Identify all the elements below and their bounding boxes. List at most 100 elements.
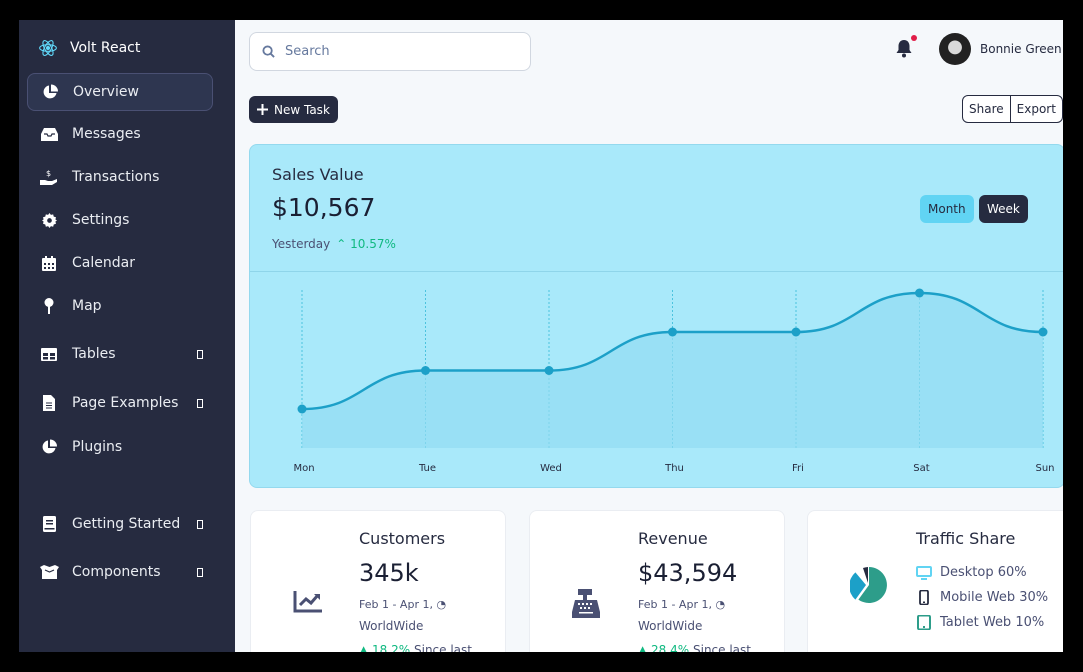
sidebar-item-tables[interactable]: Tables (27, 335, 213, 373)
sidebar-item-label: Page Examples (72, 395, 179, 411)
sidebar-item-plugins[interactable]: Plugins (27, 428, 213, 466)
card-title: Revenue (638, 529, 708, 548)
card-location: WorldWide (638, 619, 703, 633)
traffic-tablet: Tablet Web 10% (916, 615, 1044, 630)
brand[interactable]: Volt React (38, 38, 140, 58)
pie-chart-icon (39, 84, 61, 100)
calendar-icon (38, 255, 60, 271)
plus-icon (257, 104, 268, 115)
new-task-button[interactable]: New Task (249, 96, 338, 123)
brand-name: Volt React (70, 40, 141, 56)
sales-line-chart: Mon Tue Wed Thu Fri Sat Sun (293, 288, 1055, 474)
month-toggle[interactable]: Month (920, 195, 974, 223)
svg-text:Tue: Tue (418, 463, 436, 474)
avatar[interactable] (939, 33, 971, 65)
sidebar-item-getting-started[interactable]: Getting Started (27, 505, 213, 543)
chart-line-icon (293, 591, 322, 613)
desktop-icon (916, 565, 932, 580)
svg-text:Sun: Sun (1035, 463, 1054, 474)
share-export-group: Share Export (962, 95, 1063, 123)
react-logo-icon (39, 40, 57, 56)
app-window: Volt React Overview Messages $ Transacti… (19, 20, 1063, 652)
sidebar-item-label: Tables (72, 346, 116, 362)
hand-dollar-icon: $ (38, 169, 60, 185)
export-button[interactable]: Export (1009, 96, 1062, 122)
svg-text:Thu: Thu (664, 463, 684, 474)
sidebar-item-label: Plugins (72, 439, 123, 455)
divider (250, 271, 1063, 272)
svg-text:Mon: Mon (293, 463, 314, 474)
file-icon (38, 395, 60, 411)
sidebar-item-messages[interactable]: Messages (27, 115, 213, 153)
sidebar-item-transactions[interactable]: $ Transactions (27, 158, 213, 196)
svg-text:Sat: Sat (913, 463, 929, 474)
sidebar-item-label: Overview (73, 84, 139, 100)
sidebar-item-map[interactable]: Map (27, 287, 213, 325)
svg-text:$: $ (46, 169, 51, 178)
inbox-icon (38, 127, 60, 141)
card-value: $43,594 (638, 559, 738, 587)
sidebar-item-label: Calendar (72, 255, 135, 271)
user-name[interactable]: Bonnie Green (980, 42, 1062, 56)
card-date-range: Feb 1 - Apr 1, ◔ (359, 598, 447, 611)
mobile-icon (919, 590, 929, 605)
bell-icon[interactable] (895, 39, 913, 58)
table-icon (38, 347, 60, 361)
pie-chart-icon (38, 439, 60, 455)
chevron-icon (197, 519, 203, 529)
map-pin-icon (38, 298, 60, 314)
cash-register-icon (572, 589, 600, 618)
sidebar-item-label: Getting Started (72, 516, 181, 532)
sidebar-item-label: Transactions (72, 169, 160, 185)
sidebar-item-page-examples[interactable]: Page Examples (27, 384, 213, 422)
chevron-icon (197, 398, 203, 408)
sidebar-item-settings[interactable]: Settings (27, 201, 213, 239)
traffic-share-card: Traffic Share Desktop 60% Mobile Web 30%… (807, 510, 1063, 652)
search-icon (262, 45, 275, 58)
sidebar-item-label: Map (72, 298, 102, 314)
book-icon (38, 516, 60, 532)
week-toggle[interactable]: Week (979, 195, 1028, 223)
notification-dot (911, 35, 917, 41)
change-percent: 10.57% (350, 237, 396, 251)
card-value: 345k (359, 559, 419, 587)
card-location: WorldWide (359, 619, 424, 633)
search-placeholder: Search (285, 44, 330, 59)
sales-title: Sales Value (272, 165, 364, 184)
card-title: Customers (359, 529, 446, 548)
period-label: Yesterday (272, 237, 331, 251)
sidebar-item-label: Components (72, 564, 161, 580)
sales-change-row: Yesterday ⌃ 10.57% (272, 237, 396, 251)
sidebar-item-label: Messages (72, 126, 141, 142)
revenue-card: Revenue $43,594 Feb 1 - Apr 1, ◔ WorldWi… (529, 510, 785, 652)
card-change: ▲ 28.4% Since last (638, 643, 751, 652)
sidebar-item-label: Settings (72, 212, 130, 228)
chevron-icon (197, 349, 203, 359)
card-change: ▲ 18.2% Since last (359, 643, 472, 652)
search-input[interactable]: Search (249, 32, 531, 71)
gear-icon (38, 212, 60, 228)
customers-card: Customers 345k Feb 1 - Apr 1, ◔ WorldWid… (250, 510, 506, 652)
sales-value: $10,567 (272, 193, 376, 222)
traffic-mobile: Mobile Web 30% (916, 590, 1048, 605)
globe-icon: ◔ (436, 598, 447, 611)
sales-value-card: Sales Value $10,567 Yesterday ⌃ 10.57% M… (249, 144, 1063, 488)
share-button[interactable]: Share (969, 102, 1004, 116)
tablet-icon (917, 615, 931, 630)
globe-icon: ◔ (715, 598, 726, 611)
svg-text:Fri: Fri (792, 463, 804, 474)
sidebar-item-overview[interactable]: Overview (27, 73, 213, 111)
new-task-label: New Task (274, 102, 330, 117)
sidebar-item-components[interactable]: Components (27, 553, 213, 591)
sidebar-item-calendar[interactable]: Calendar (27, 244, 213, 282)
traffic-pie-chart (850, 567, 887, 603)
svg-text:Wed: Wed (540, 463, 562, 474)
box-open-icon (38, 565, 60, 579)
sidebar: Volt React Overview Messages $ Transacti… (19, 20, 235, 652)
change-value: ⌃ 10.57% (336, 237, 396, 251)
chevron-icon (197, 567, 203, 577)
card-date-range: Feb 1 - Apr 1, ◔ (638, 598, 726, 611)
traffic-desktop: Desktop 60% (916, 565, 1027, 580)
arrow-up-icon: ⌃ (336, 237, 347, 251)
card-title: Traffic Share (916, 529, 1016, 548)
